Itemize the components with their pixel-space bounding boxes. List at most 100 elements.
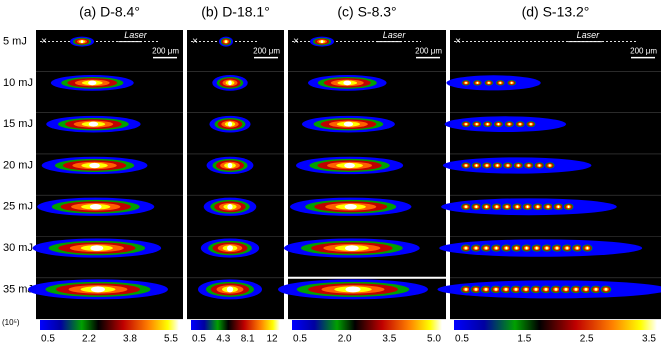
plume — [528, 164, 530, 167]
plume — [605, 287, 607, 291]
target-mark: × — [41, 36, 47, 47]
plume — [535, 287, 537, 291]
colorbar-tick-label: 0.5 — [192, 334, 206, 344]
plume — [80, 40, 84, 44]
plume — [89, 204, 102, 210]
plume — [505, 246, 508, 250]
plume — [496, 205, 498, 209]
colorbar-tick-label: 5.5 — [164, 334, 178, 344]
plume — [227, 162, 233, 169]
plume — [519, 123, 521, 126]
plume — [547, 205, 549, 209]
colorbar-tick-label: 3.8 — [123, 334, 137, 344]
scale-label: 200 μm — [253, 47, 280, 56]
panel-title: (b) D-18.1° — [201, 4, 270, 20]
plume — [89, 162, 100, 169]
plume — [225, 40, 227, 44]
target-mark: × — [192, 36, 198, 47]
panel-title: (a) D-8.4° — [79, 4, 140, 20]
plume — [485, 287, 487, 291]
plume — [88, 121, 99, 127]
colorbar — [292, 320, 442, 330]
plume — [320, 40, 324, 44]
colorbar-tick-label: 5.0 — [427, 334, 441, 344]
plume — [538, 164, 540, 167]
plume — [515, 287, 517, 291]
colorbar-tick-label: 4.3 — [216, 334, 230, 344]
scale-label: 200 μm — [152, 47, 179, 56]
plume — [555, 287, 557, 291]
laser-label: Laser — [124, 30, 148, 40]
plume — [485, 205, 488, 209]
colorbar-tick-label: 3.5 — [382, 334, 396, 344]
scale-label: 200 μm — [630, 47, 657, 56]
plume — [488, 81, 490, 84]
target-mark: × — [455, 36, 461, 47]
plume — [536, 246, 538, 250]
plume — [343, 80, 352, 86]
panel-image — [288, 30, 446, 320]
plume — [90, 245, 104, 251]
plume — [485, 246, 487, 250]
plume — [505, 287, 507, 291]
plume — [537, 205, 539, 209]
plume — [526, 205, 529, 209]
row-label: 30 mJ — [3, 242, 33, 254]
plume — [227, 121, 233, 127]
plume — [566, 246, 568, 250]
colorbar-tick-label: 2.2 — [82, 334, 96, 344]
panel-image — [36, 30, 183, 320]
plume — [476, 123, 478, 126]
plume — [511, 81, 513, 84]
plume — [595, 287, 597, 291]
plume — [345, 245, 359, 251]
plume — [515, 246, 518, 250]
plume — [496, 164, 499, 167]
plume — [508, 123, 510, 126]
panel-image — [450, 30, 661, 320]
plume — [227, 245, 233, 251]
plume — [475, 205, 477, 209]
colorbar-tick-label: 2.5 — [580, 334, 594, 344]
target-mark: × — [293, 36, 299, 47]
plume — [465, 123, 467, 126]
plume — [465, 164, 467, 167]
plume — [565, 287, 567, 291]
plume — [495, 246, 498, 250]
colorbar — [191, 320, 280, 330]
plume — [465, 246, 467, 250]
plume — [506, 205, 508, 209]
plume — [576, 246, 578, 250]
row-label: 25 mJ — [3, 201, 33, 213]
plume — [91, 286, 105, 293]
colorbar — [40, 320, 179, 330]
laser-label: Laser — [383, 30, 407, 40]
colorbar-unit: (10⁵) — [2, 318, 20, 327]
plume — [557, 205, 559, 209]
plume — [343, 121, 354, 127]
plume — [556, 246, 558, 250]
plume — [495, 287, 497, 291]
plume — [549, 164, 551, 167]
plume — [475, 246, 477, 250]
plume — [525, 287, 527, 291]
panel-image — [187, 30, 284, 320]
plume — [530, 123, 532, 126]
plume — [345, 286, 361, 293]
plume — [499, 81, 501, 84]
plume — [88, 80, 97, 86]
scale-label: 200 μm — [415, 47, 442, 56]
colorbar — [454, 320, 657, 330]
plume — [227, 204, 233, 210]
panel-title: (d) S-13.2° — [522, 4, 590, 20]
colorbar-tick-label: 8.1 — [241, 334, 255, 344]
plume — [497, 123, 500, 126]
row-label: 15 mJ — [3, 118, 33, 130]
plume — [228, 80, 232, 86]
plume — [344, 162, 355, 169]
plume — [507, 164, 509, 167]
colorbar-tick-label: 1.5 — [517, 334, 531, 344]
plume — [344, 204, 357, 210]
colorbar-tick-label: 0.5 — [293, 334, 307, 344]
row-label: 10 mJ — [3, 77, 33, 89]
